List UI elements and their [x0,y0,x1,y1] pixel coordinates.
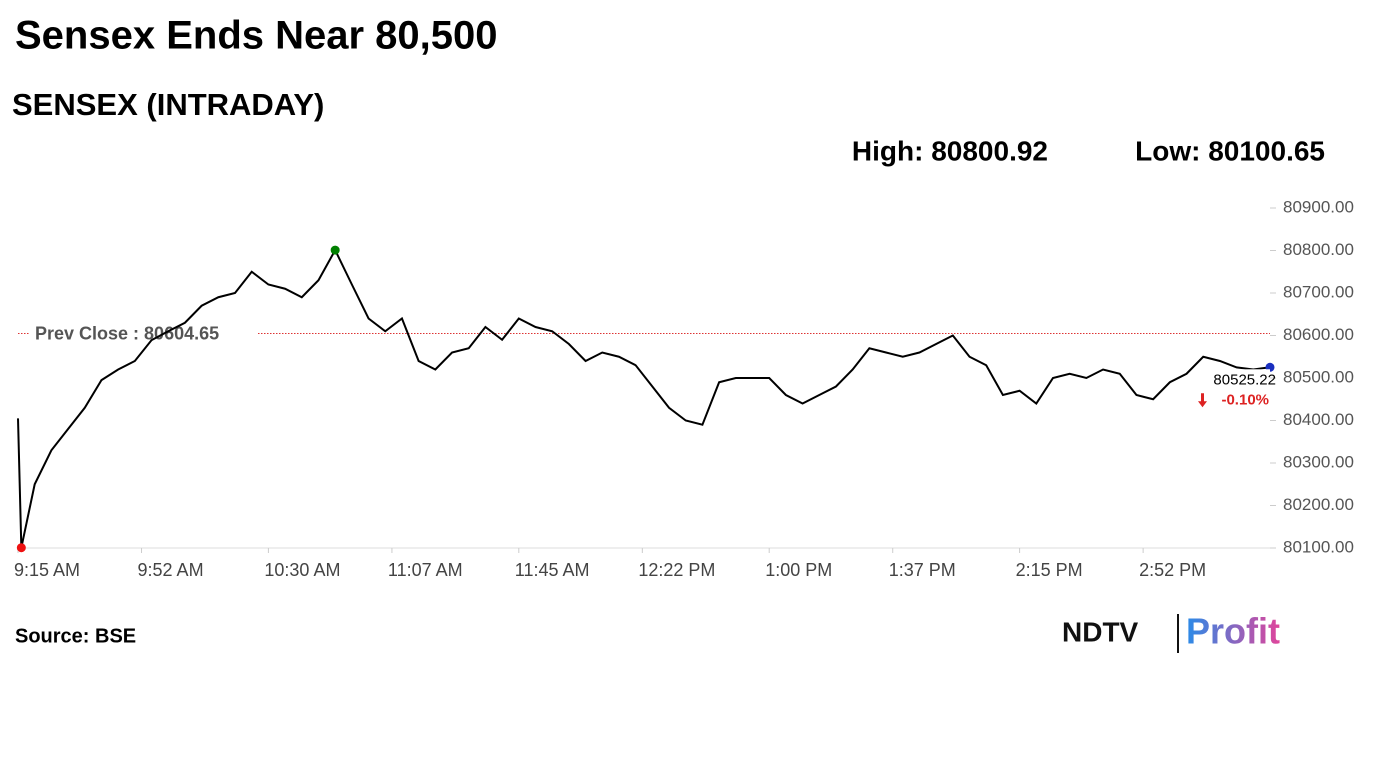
prev-close-bg [30,320,258,347]
x-tick-label: 9:52 AM [138,560,204,580]
chart-title: Sensex Ends Near 80,500 [15,14,498,58]
x-tick-label: 2:15 PM [1016,560,1083,580]
x-tick-label: 9:15 AM [14,560,80,580]
low-label: Low: 80100.65 [1135,135,1325,166]
x-tick-label: 1:37 PM [889,560,956,580]
y-tick-label: 80600.00 [1283,325,1354,344]
chart-subtitle: SENSEX (INTRADAY) [12,87,324,122]
change-label: -0.10% [1221,391,1269,408]
y-tick-label: 80300.00 [1283,452,1354,471]
x-tick-label: 11:45 AM [515,560,590,580]
y-tick-label: 80700.00 [1283,282,1354,301]
down-arrow [1198,393,1207,408]
high-dot [330,245,340,255]
logo-ndtv: NDTV [1062,616,1139,647]
y-tick-label: 80900.00 [1283,197,1354,216]
y-tick-label: 80200.00 [1283,495,1354,514]
y-tick-label: 80500.00 [1283,367,1354,386]
x-tick-label: 11:07 AM [388,560,463,580]
x-tick-label: 2:52 PM [1139,560,1206,580]
source: Source: BSE [15,625,136,647]
prev-close-label: Prev Close : 80604.65 [35,323,219,343]
low-dot [16,543,26,553]
logo-profit: Profit [1186,611,1280,652]
last-value: 80525.22 [1213,371,1276,388]
price-line [17,247,1271,548]
x-tick-label: 10:30 AM [264,560,340,580]
y-tick-label: 80800.00 [1283,240,1354,259]
last-bg [1198,369,1270,412]
x-tick-label: 12:22 PM [638,560,715,580]
high-label: High: 80800.92 [852,135,1048,166]
y-tick-label: 80400.00 [1283,410,1354,429]
x-tick-label: 1:00 PM [765,560,832,580]
y-tick-label: 80100.00 [1283,537,1354,556]
